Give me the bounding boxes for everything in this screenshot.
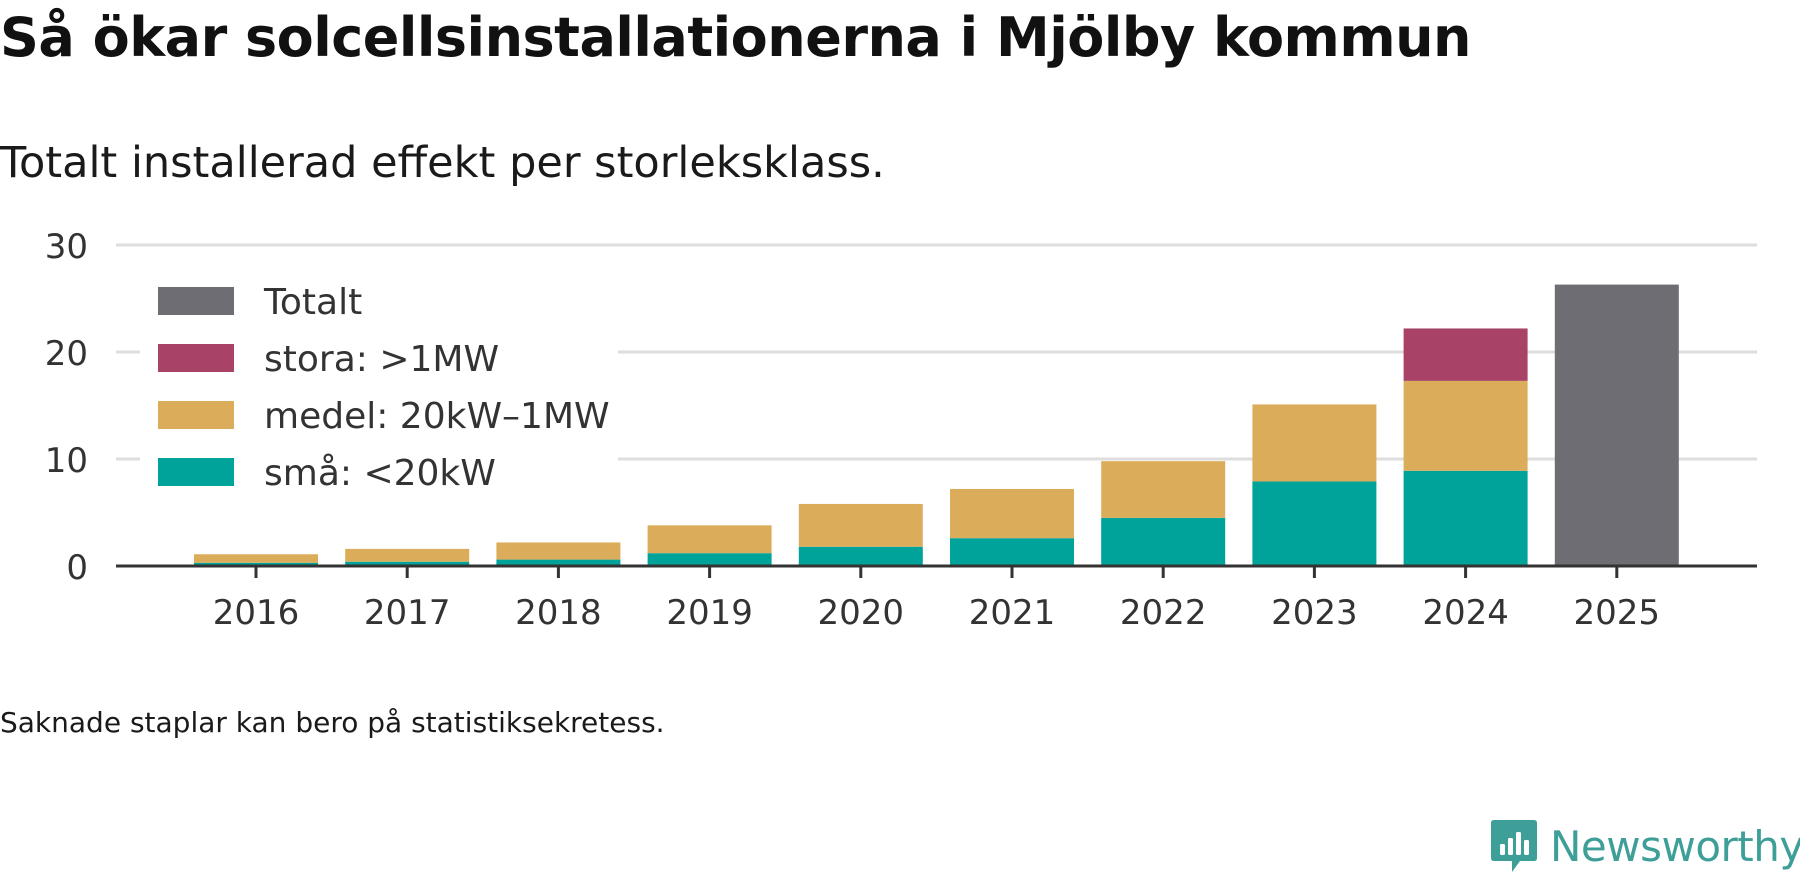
bar-2023-medel <box>1252 404 1377 482</box>
y-axis-ticks: 0 10 20 30 <box>45 227 88 588</box>
brand-name: Newsworthy <box>1550 821 1800 871</box>
bar-2021-medel <box>950 488 1074 539</box>
y-tick-label: 0 <box>66 548 88 588</box>
x-tick-label: 2023 <box>1271 593 1358 633</box>
bar-2024-stora <box>1403 328 1528 381</box>
x-tick-label: 2020 <box>818 593 905 633</box>
chart-subtitle: Totalt installerad effekt per storlekskl… <box>0 138 885 188</box>
newsworthy-logo-icon <box>1491 820 1537 872</box>
legend-swatch <box>158 287 234 315</box>
legend-swatch <box>158 401 234 429</box>
bars <box>194 284 1679 566</box>
bar-2020-medel <box>798 503 923 547</box>
bar-2017-medel <box>345 548 470 562</box>
bar-2016-små <box>194 562 318 566</box>
x-tick-label: 2024 <box>1422 593 1509 633</box>
legend-swatch <box>158 344 234 372</box>
bar-2020-små <box>798 546 923 566</box>
bar-2016-medel <box>194 554 318 563</box>
legend-label: Totalt <box>263 282 362 323</box>
footnote: Saknade staplar kan bero på statistiksek… <box>0 706 665 739</box>
legend-label: medel: 20kW–1MW <box>264 396 610 437</box>
x-tick-label: 2022 <box>1120 593 1207 633</box>
x-tick-label: 2019 <box>666 593 753 633</box>
bar-2022-små <box>1101 517 1226 566</box>
y-tick-label: 10 <box>45 441 88 481</box>
bar-2024-små <box>1403 470 1528 566</box>
x-tick-label: 2025 <box>1574 593 1661 633</box>
bar-2022-medel <box>1101 461 1226 518</box>
x-tick-label: 2016 <box>213 593 300 633</box>
chart-title: Så ökar solcellsinstallationerna i Mjölb… <box>0 6 1471 69</box>
legend-swatch <box>158 458 234 486</box>
y-tick-label: 30 <box>45 227 88 267</box>
bar-2024-medel <box>1403 380 1528 471</box>
y-tick-label: 20 <box>45 334 88 374</box>
legend: Totalt stora: >1MW medel: 20kW–1MW små: <20… <box>140 273 618 495</box>
x-axis-ticks: 2016 2017 2018 2019 2020 2021 2022 2023 2024 2025 <box>213 566 1660 633</box>
bar-2018-medel <box>496 542 621 560</box>
bar-2021-små <box>950 538 1074 566</box>
bar-2019-medel <box>647 525 772 554</box>
bar-2025-totalt <box>1554 284 1679 566</box>
bar-2023-små <box>1252 481 1377 566</box>
x-tick-label: 2021 <box>969 593 1056 633</box>
x-tick-label: 2017 <box>364 593 451 633</box>
legend-label: stora: >1MW <box>264 339 499 380</box>
x-tick-label: 2018 <box>515 593 602 633</box>
bar-2018-små <box>496 559 621 566</box>
bar-2017-små <box>345 561 470 566</box>
legend-label: små: <20kW <box>264 453 496 494</box>
brand-logo[interactable]: Newsworthy <box>1490 818 1800 874</box>
bar-2019-små <box>647 553 772 566</box>
